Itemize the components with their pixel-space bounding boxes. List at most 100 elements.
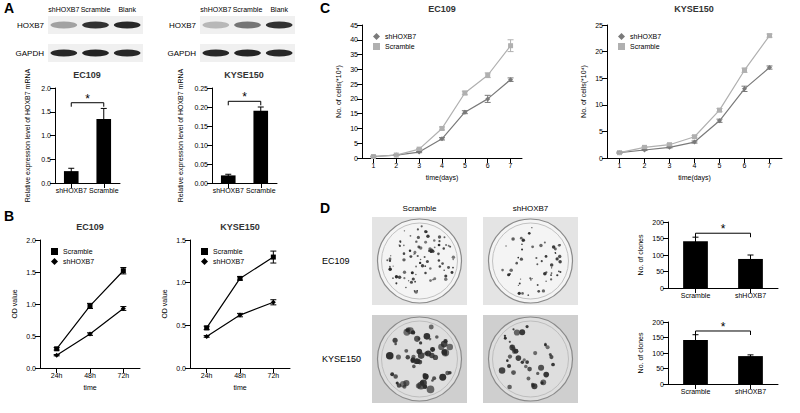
svg-text:0: 0 xyxy=(660,381,664,388)
svg-text:EC109: EC109 xyxy=(76,222,104,232)
svg-text:5: 5 xyxy=(718,162,722,169)
svg-text:*: * xyxy=(85,92,90,106)
svg-text:1.5: 1.5 xyxy=(41,108,51,115)
svg-text:No. of clones: No. of clones xyxy=(637,234,644,275)
svg-text:7: 7 xyxy=(768,162,772,169)
svg-text:24h: 24h xyxy=(201,372,213,379)
svg-text:0.20: 0.20 xyxy=(194,104,208,111)
svg-text:Blank: Blank xyxy=(118,6,136,13)
svg-text:0.5: 0.5 xyxy=(41,156,51,163)
svg-text:100: 100 xyxy=(652,350,664,357)
svg-text:0.00: 0.00 xyxy=(194,180,208,187)
svg-text:24h: 24h xyxy=(51,372,63,379)
svg-text:Scramble: Scramble xyxy=(630,43,660,50)
svg-text:EC109: EC109 xyxy=(322,256,350,266)
svg-text:GAPDH: GAPDH xyxy=(16,49,45,58)
svg-text:7: 7 xyxy=(509,162,513,169)
svg-text:shHOXB7: shHOXB7 xyxy=(385,33,416,40)
svg-text:Scramble: Scramble xyxy=(385,43,415,50)
svg-text:0: 0 xyxy=(660,285,664,292)
svg-text:1.0: 1.0 xyxy=(26,301,36,308)
svg-text:Scramble: Scramble xyxy=(63,248,93,255)
svg-text:HOXB7: HOXB7 xyxy=(17,21,45,30)
svg-text:0.0: 0.0 xyxy=(41,180,51,187)
svg-text:Scramble: Scramble xyxy=(681,292,711,299)
svg-text:0.25: 0.25 xyxy=(194,85,208,92)
svg-text:0.0: 0.0 xyxy=(26,365,36,372)
svg-text:Scramble: Scramble xyxy=(213,248,243,255)
svg-text:*: * xyxy=(721,222,726,236)
svg-text:72h: 72h xyxy=(117,372,129,379)
svg-text:No. of cells(*10⁴): No. of cells(*10⁴) xyxy=(580,65,588,118)
svg-text:shHOXB7: shHOXB7 xyxy=(63,258,94,265)
svg-text:4: 4 xyxy=(693,162,697,169)
svg-text:KYSE150: KYSE150 xyxy=(220,222,260,232)
svg-text:KYSE150: KYSE150 xyxy=(674,4,714,14)
svg-text:5: 5 xyxy=(354,140,358,147)
svg-text:50: 50 xyxy=(656,268,664,275)
svg-text:OD value: OD value xyxy=(161,289,168,318)
svg-text:shHOXB7: shHOXB7 xyxy=(735,388,766,395)
svg-text:0.05: 0.05 xyxy=(194,161,208,168)
svg-text:shHOXB7: shHOXB7 xyxy=(200,6,231,13)
svg-text:Scramble: Scramble xyxy=(246,187,276,194)
svg-text:Scramble: Scramble xyxy=(81,6,111,13)
svg-text:1.0: 1.0 xyxy=(41,132,51,139)
svg-text:shHOXB7: shHOXB7 xyxy=(513,204,549,213)
svg-text:25: 25 xyxy=(595,22,603,29)
svg-text:shHOXB7: shHOXB7 xyxy=(735,292,766,299)
svg-text:KYSE150: KYSE150 xyxy=(322,354,361,364)
svg-text:time(days): time(days) xyxy=(678,174,711,182)
svg-text:5: 5 xyxy=(463,162,467,169)
svg-text:4: 4 xyxy=(440,162,444,169)
svg-text:3: 3 xyxy=(668,162,672,169)
svg-text:100: 100 xyxy=(652,252,664,259)
svg-text:No. of clones: No. of clones xyxy=(637,332,644,373)
svg-text:10: 10 xyxy=(350,125,358,132)
svg-text:2: 2 xyxy=(643,162,647,169)
svg-text:150: 150 xyxy=(652,334,664,341)
svg-text:50: 50 xyxy=(656,365,664,372)
svg-text:Scramble: Scramble xyxy=(403,204,437,213)
svg-text:200: 200 xyxy=(652,319,664,326)
svg-text:*: * xyxy=(242,90,247,104)
svg-text:0: 0 xyxy=(599,155,603,162)
svg-text:20: 20 xyxy=(350,95,358,102)
svg-text:1.5: 1.5 xyxy=(26,269,36,276)
svg-text:15: 15 xyxy=(350,110,358,117)
svg-text:40: 40 xyxy=(350,36,358,43)
svg-text:time(days): time(days) xyxy=(426,174,459,182)
svg-text:20: 20 xyxy=(595,48,603,55)
svg-text:D: D xyxy=(320,200,330,216)
svg-text:Scramble: Scramble xyxy=(89,187,119,194)
svg-text:6: 6 xyxy=(743,162,747,169)
svg-text:Relative expression level of H: Relative expression level of HOXB7 mRNA xyxy=(177,68,185,202)
svg-text:Relative expression level of H: Relative expression level of HOXB7 mRNA xyxy=(24,68,32,202)
svg-text:0: 0 xyxy=(354,155,358,162)
svg-text:1: 1 xyxy=(618,162,622,169)
svg-text:35: 35 xyxy=(350,51,358,58)
svg-text:shHOXB7: shHOXB7 xyxy=(213,187,244,194)
svg-text:shHOXB7: shHOXB7 xyxy=(630,33,661,40)
svg-text:150: 150 xyxy=(652,235,664,242)
svg-text:200: 200 xyxy=(652,219,664,226)
svg-text:A: A xyxy=(4,0,14,16)
svg-text:0.5: 0.5 xyxy=(26,333,36,340)
svg-text:6: 6 xyxy=(486,162,490,169)
svg-text:45: 45 xyxy=(350,22,358,29)
svg-text:15: 15 xyxy=(595,75,603,82)
svg-text:0.5: 0.5 xyxy=(176,322,186,329)
svg-text:time: time xyxy=(83,384,96,391)
svg-text:B: B xyxy=(4,208,14,224)
svg-text:2.0: 2.0 xyxy=(41,85,51,92)
svg-text:3: 3 xyxy=(417,162,421,169)
svg-text:72h: 72h xyxy=(267,372,279,379)
svg-text:time: time xyxy=(233,384,246,391)
svg-text:1: 1 xyxy=(371,162,375,169)
svg-text:EC109: EC109 xyxy=(428,4,456,14)
svg-text:shHOXB7: shHOXB7 xyxy=(213,258,244,265)
svg-text:KYSE150: KYSE150 xyxy=(224,70,264,80)
svg-text:Scramble: Scramble xyxy=(681,388,711,395)
svg-text:0.15: 0.15 xyxy=(194,123,208,130)
svg-text:48h: 48h xyxy=(84,372,96,379)
